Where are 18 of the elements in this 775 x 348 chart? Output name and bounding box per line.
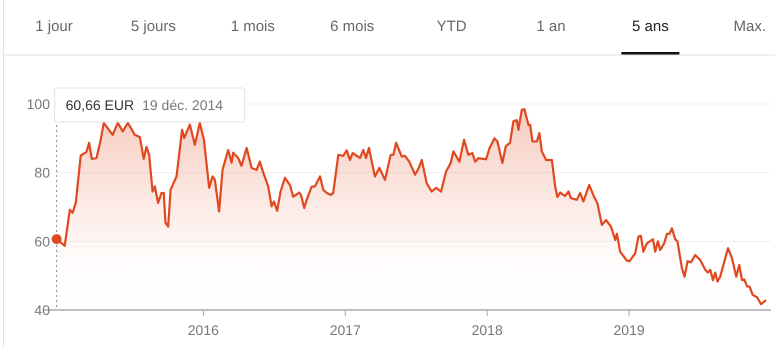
y-tick-label: 40	[34, 302, 50, 318]
text: 5 ans	[632, 18, 669, 35]
annotation: 60,66 EUR	[66, 97, 134, 113]
text: 1 an	[536, 18, 566, 35]
text: 6 mois	[330, 18, 374, 35]
x-tick-label: 2017	[330, 322, 362, 338]
text: 1 mois	[230, 18, 275, 35]
text: Max.	[734, 18, 766, 35]
text: 5 jours	[130, 18, 176, 35]
y-tick-label: 80	[34, 164, 50, 181]
text: 1 jour	[35, 18, 73, 35]
y-tick-label: 100	[26, 96, 50, 112]
x-tick-label: 2016	[188, 322, 220, 338]
y-tick-label: 60	[34, 233, 50, 250]
annotation: 19 déc. 2014	[142, 97, 224, 113]
x-tick-label: 2018	[472, 322, 503, 338]
x-tick-label: 2019	[614, 322, 645, 338]
text: YTD	[436, 18, 467, 35]
